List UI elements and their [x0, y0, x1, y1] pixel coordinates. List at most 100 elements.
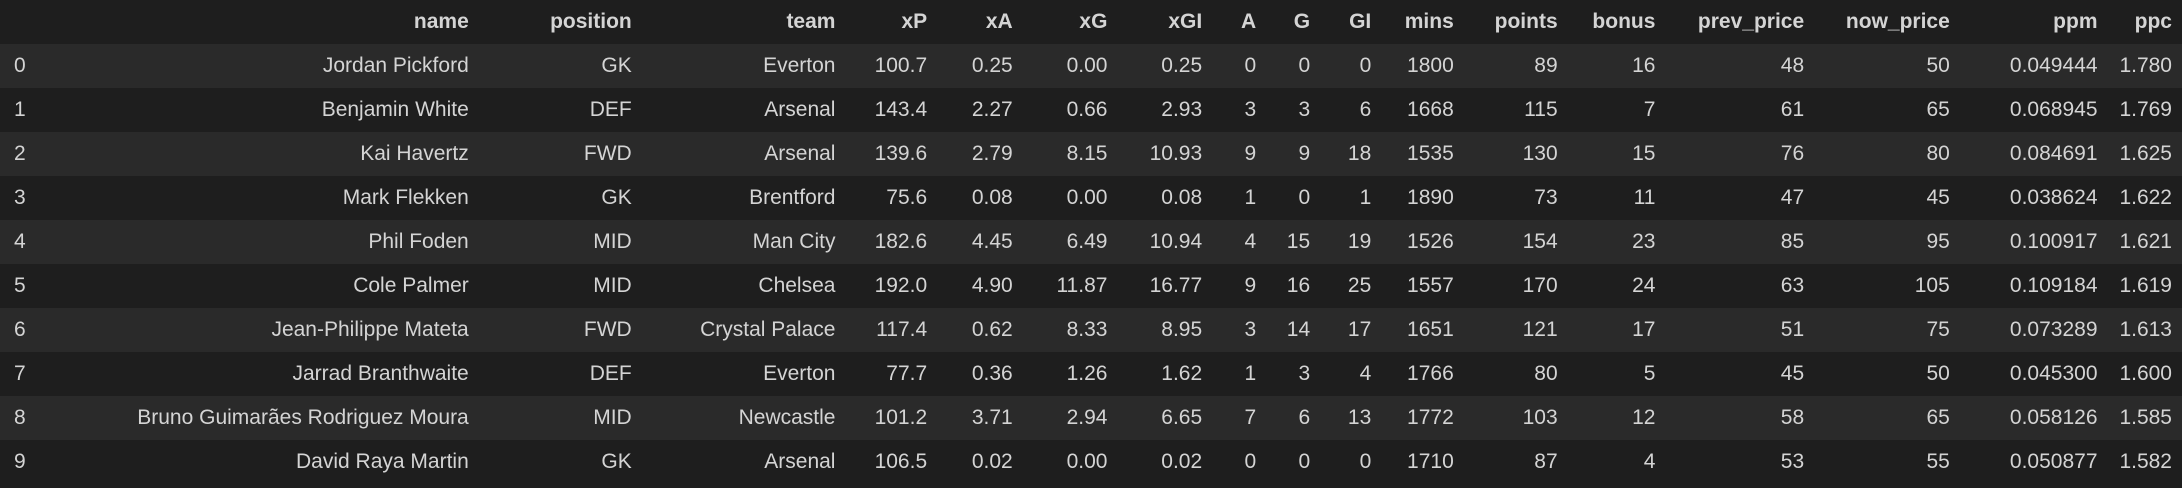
cell-gi: 6 [1359, 98, 1372, 121]
row-index: 8 [14, 406, 26, 429]
cell-team: Arsenal [764, 450, 836, 473]
cell-mins: 1710 [1407, 450, 1454, 473]
cell-bonus: 24 [1632, 274, 1656, 297]
cell-points: 170 [1522, 274, 1558, 297]
cell-a: 3 [1244, 318, 1257, 341]
cell-xg: 1.26 [1066, 362, 1108, 385]
cell-xg: 0.00 [1066, 186, 1108, 209]
cell-now-price: 50 [1926, 54, 1950, 77]
cell-position: MID [593, 406, 632, 429]
column-header-bonus: bonus [1592, 10, 1656, 33]
cell-xa: 3.71 [971, 406, 1013, 429]
cell-name: Jean-Philippe Mateta [271, 318, 469, 341]
cell-points: 130 [1522, 142, 1558, 165]
row-index: 2 [14, 142, 26, 165]
cell-mins: 1772 [1407, 406, 1454, 429]
cell-team: Everton [763, 54, 836, 77]
table-row: 1 Benjamin White DEF Arsenal 143.4 2.27 0.66 2.… [0, 88, 2182, 132]
cell-position: GK [601, 54, 632, 77]
table-body: 0 Jordan Pickford GK Everton 100.7 0.25 0.00 0.… [0, 44, 2182, 484]
cell-prev-price: 85 [1780, 230, 1805, 253]
cell-xp: 117.4 [876, 318, 928, 341]
cell-now-price: 65 [1926, 406, 1950, 429]
cell-team: Arsenal [764, 142, 836, 165]
column-header-team: team [786, 10, 836, 33]
cell-gi: 13 [1347, 406, 1372, 429]
cell-xgi: 8.95 [1161, 318, 1203, 341]
cell-bonus: 5 [1643, 362, 1656, 385]
cell-team: Newcastle [738, 406, 836, 429]
cell-xg: 11.87 [1056, 274, 1108, 297]
cell-position: DEF [589, 98, 632, 121]
cell-prev-price: 53 [1780, 450, 1805, 473]
cell-xg: 2.94 [1066, 406, 1108, 429]
cell-name: Mark Flekken [342, 186, 469, 209]
cell-ppm: 0.038624 [2009, 186, 2098, 209]
column-header-xgi: xGI [1168, 10, 1203, 33]
column-header-gi: GI [1349, 10, 1372, 33]
cell-prev-price: 61 [1780, 98, 1805, 121]
cell-xgi: 2.93 [1161, 98, 1203, 121]
table-row: 8 Bruno Guimarães Rodriguez Moura MID Newca… [0, 396, 2182, 440]
cell-gi: 18 [1347, 142, 1372, 165]
table-row: 7 Jarrad Branthwaite DEF Everton 77.7 0.36 1.2… [0, 352, 2182, 396]
cell-bonus: 15 [1632, 142, 1656, 165]
cell-name: David Raya Martin [296, 450, 469, 473]
cell-points: 80 [1534, 362, 1558, 385]
cell-points: 103 [1522, 406, 1558, 429]
row-index: 1 [14, 98, 26, 121]
column-header-xp: xP [901, 10, 928, 33]
column-header-ppm: ppm [2053, 10, 2098, 33]
cell-now-price: 65 [1926, 98, 1950, 121]
table-row: 6 Jean-Philippe Mateta FWD Crystal Palace 11… [0, 308, 2182, 352]
cell-xa: 2.27 [971, 98, 1013, 121]
cell-ppc: 1.619 [2119, 274, 2172, 297]
cell-prev-price: 63 [1780, 274, 1805, 297]
cell-position: DEF [589, 362, 632, 385]
cell-ppc: 1.780 [2119, 54, 2172, 77]
row-index: 4 [14, 230, 26, 253]
row-index: 6 [14, 318, 26, 341]
cell-g: 14 [1286, 318, 1311, 341]
cell-points: 73 [1534, 186, 1558, 209]
cell-xa: 0.02 [971, 450, 1013, 473]
cell-a: 9 [1244, 274, 1257, 297]
cell-points: 87 [1534, 450, 1558, 473]
cell-name: Jordan Pickford [322, 54, 469, 77]
cell-g: 9 [1298, 142, 1311, 165]
cell-mins: 1535 [1407, 142, 1454, 165]
cell-bonus: 7 [1643, 98, 1656, 121]
column-header-a: A [1240, 10, 1257, 33]
cell-ppm: 0.058126 [2009, 406, 2098, 429]
cell-xa: 4.90 [971, 274, 1013, 297]
column-header-xg: xG [1079, 10, 1108, 33]
cell-a: 4 [1244, 230, 1257, 253]
cell-xgi: 10.93 [1149, 142, 1203, 165]
table-row: 5 Cole Palmer MID Chelsea 192.0 4.90 11.87 16.7… [0, 264, 2182, 308]
cell-now-price: 45 [1926, 186, 1950, 209]
cell-ppc: 1.622 [2119, 186, 2172, 209]
cell-now-price: 105 [1914, 274, 1950, 297]
cell-ppc: 1.625 [2119, 142, 2172, 165]
table-row: 4 Phil Foden MID Man City 182.6 4.45 6.49 10.94… [0, 220, 2182, 264]
cell-g: 0 [1298, 186, 1311, 209]
row-index: 5 [14, 274, 26, 297]
column-header-position: position [550, 10, 632, 33]
cell-ppm: 0.050877 [2009, 450, 2098, 473]
cell-mins: 1668 [1407, 98, 1454, 121]
cell-position: FWD [583, 318, 632, 341]
row-index: 9 [14, 450, 26, 473]
column-header-xa: xA [985, 10, 1013, 33]
cell-prev-price: 47 [1780, 186, 1805, 209]
cell-xa: 0.36 [971, 362, 1013, 385]
cell-ppm: 0.109184 [2009, 274, 2098, 297]
cell-a: 7 [1244, 406, 1257, 429]
cell-ppm: 0.045300 [2009, 362, 2098, 385]
cell-gi: 0 [1359, 450, 1372, 473]
cell-bonus: 4 [1643, 450, 1656, 473]
cell-name: Phil Foden [368, 230, 469, 253]
cell-ppc: 1.600 [2119, 362, 2172, 385]
cell-g: 15 [1286, 230, 1311, 253]
